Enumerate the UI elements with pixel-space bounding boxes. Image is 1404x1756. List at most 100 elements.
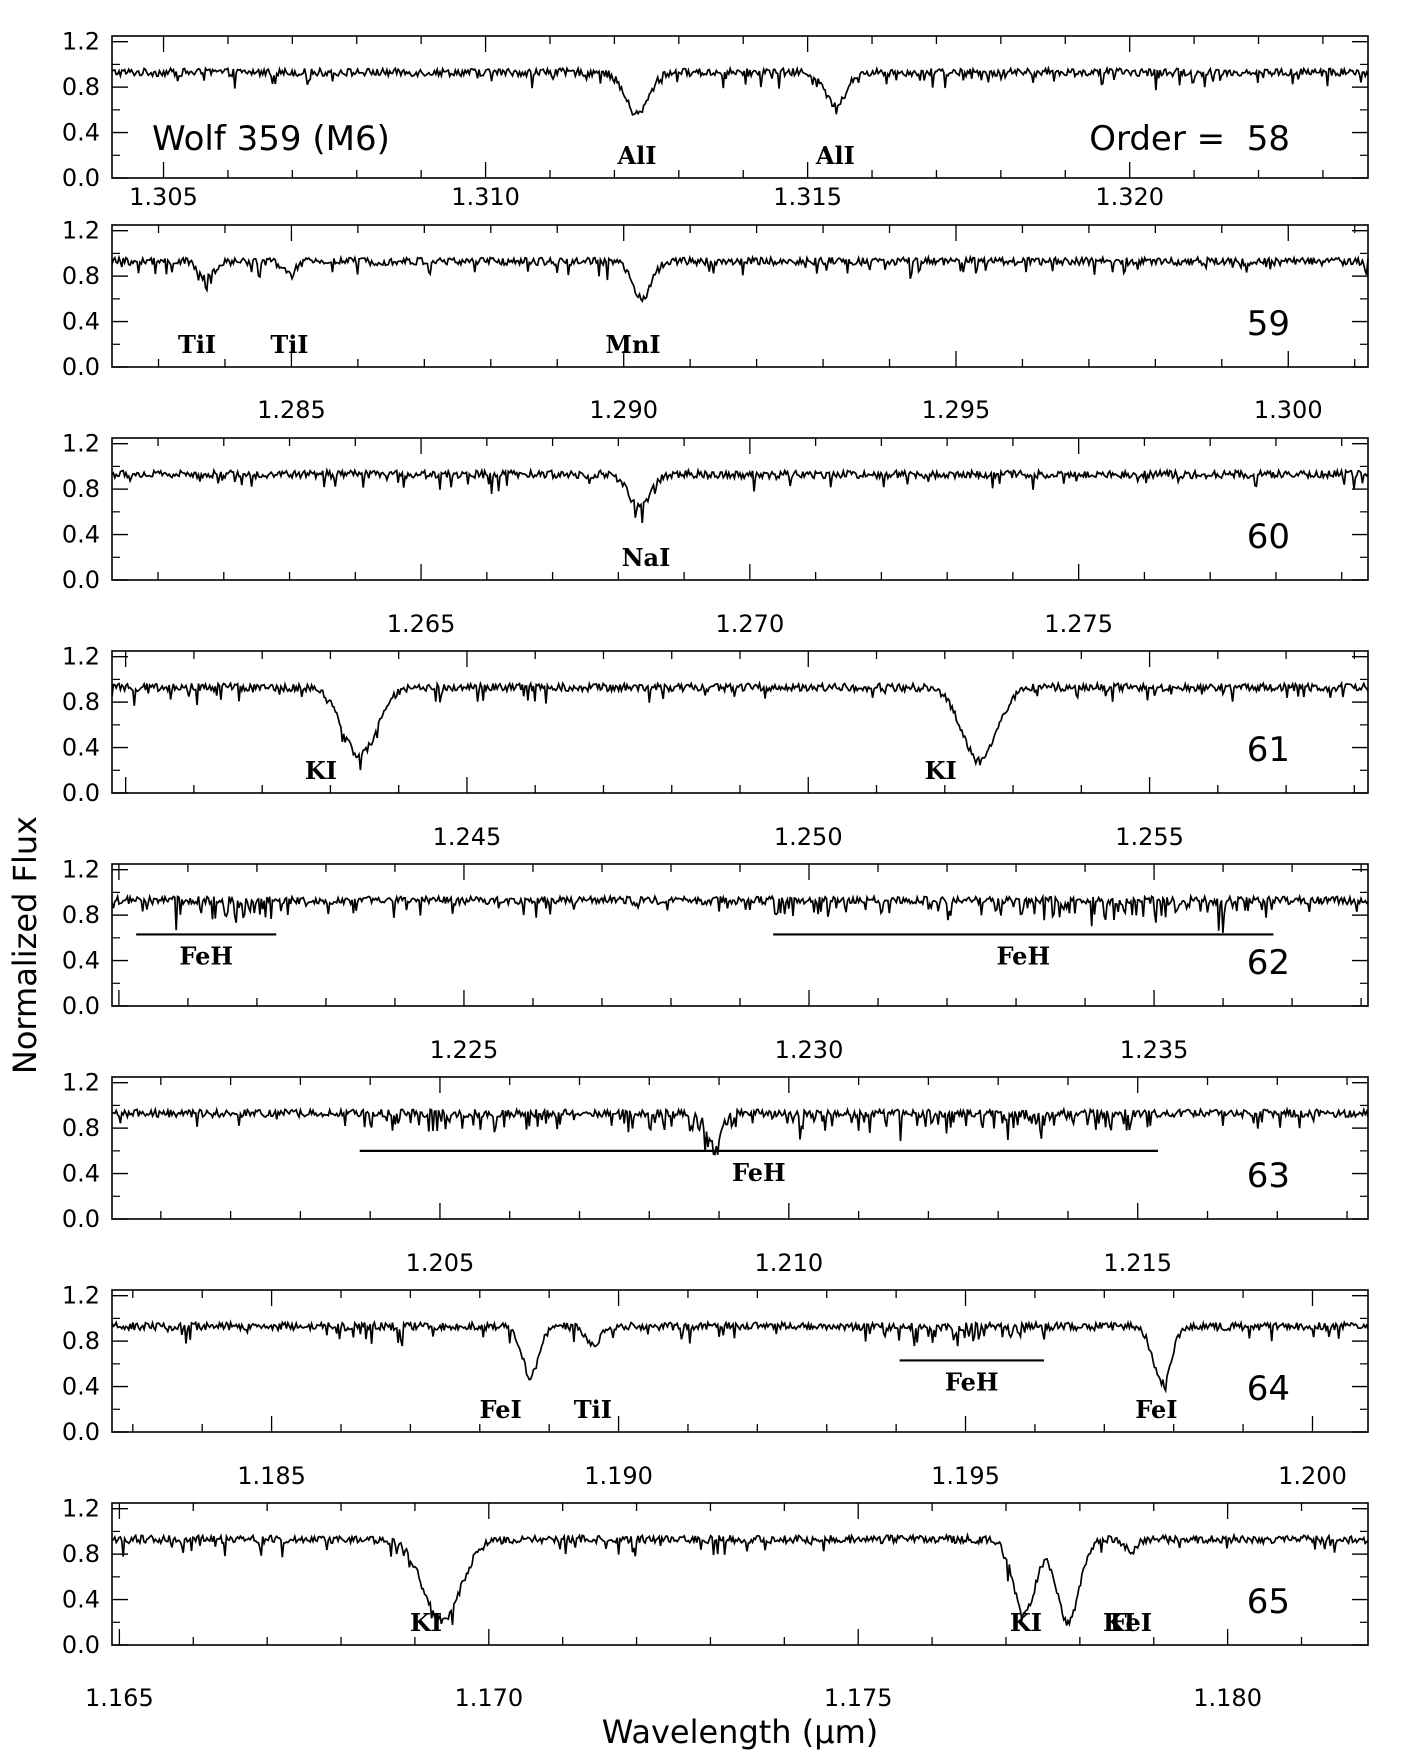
y-tick-label: 0.4 bbox=[62, 1373, 100, 1401]
panel-order-61: 0.0 0.4 0.8 1.2 1.245 1.250 1.255 KI KI 61 bbox=[62, 643, 1369, 851]
feature-label: TiI bbox=[270, 330, 308, 359]
spectrum-panels: 0.0 0.4 0.8 1.2 1.305 1.310 1.315 1.320 AlI AlI Or… bbox=[62, 28, 1369, 1712]
x-tick-label: 1.300 bbox=[1254, 396, 1323, 424]
y-tick-label: 0.4 bbox=[62, 521, 100, 549]
y-tick-label: 0.0 bbox=[62, 1205, 100, 1233]
order-number: 65 bbox=[1247, 1582, 1290, 1622]
feature-label: TiI bbox=[574, 1395, 612, 1424]
y-tick-label: 1.2 bbox=[62, 643, 100, 671]
y-tick-label: 0.0 bbox=[62, 1631, 100, 1659]
order-number: 64 bbox=[1247, 1369, 1290, 1409]
x-tick-label: 1.215 bbox=[1103, 1249, 1172, 1277]
y-tick-label: 0.4 bbox=[62, 947, 100, 975]
y-tick-label: 0.8 bbox=[62, 262, 100, 290]
order-number: 61 bbox=[1247, 730, 1290, 770]
panel-order-60: 0.0 0.4 0.8 1.2 1.265 1.270 1.275 NaI 60 bbox=[62, 430, 1369, 638]
y-tick-label: 0.8 bbox=[62, 688, 100, 716]
y-tick-label: 0.0 bbox=[62, 779, 100, 807]
x-tick-label: 1.210 bbox=[754, 1249, 823, 1277]
x-tick-label: 1.290 bbox=[589, 396, 658, 424]
feature-label: KI bbox=[305, 756, 337, 785]
panel-frame bbox=[111, 35, 1369, 179]
star-label: Wolf 359 (M6) bbox=[152, 119, 390, 159]
panel-frame bbox=[111, 1076, 1369, 1220]
y-tick-label: 1.2 bbox=[62, 1069, 100, 1097]
panel-frame bbox=[111, 437, 1369, 581]
x-tick-label: 1.225 bbox=[430, 1036, 499, 1064]
y-tick-label: 1.2 bbox=[62, 856, 100, 884]
y-tick-label: 0.8 bbox=[62, 475, 100, 503]
y-tick-label: 1.2 bbox=[62, 430, 100, 458]
panel-order-62: 0.0 0.4 0.8 1.2 1.225 1.230 1.235 FeH FeH 62 bbox=[62, 856, 1369, 1064]
y-tick-label: 1.2 bbox=[62, 28, 100, 56]
feature-label: FeI bbox=[1135, 1395, 1177, 1424]
spectrum-line bbox=[111, 467, 1369, 523]
y-tick-label: 1.2 bbox=[62, 217, 100, 245]
spectrum-line bbox=[111, 893, 1369, 933]
spectrum-line bbox=[111, 254, 1369, 304]
y-tick-label: 0.4 bbox=[62, 734, 100, 762]
x-tick-label: 1.230 bbox=[775, 1036, 844, 1064]
y-axis-title: Normalized Flux bbox=[6, 816, 44, 1074]
order-number: 62 bbox=[1247, 943, 1290, 983]
x-tick-label: 1.200 bbox=[1278, 1462, 1347, 1490]
panel-order-59: 0.0 0.4 0.8 1.2 1.285 1.290 1.295 1.300 TiI TiI Mn… bbox=[62, 217, 1369, 424]
y-tick-label: 0.0 bbox=[62, 353, 100, 381]
feature-label: MnI bbox=[605, 330, 660, 359]
y-tick-label: 0.4 bbox=[62, 119, 100, 147]
band-label: FeH bbox=[732, 1158, 786, 1187]
x-tick-label: 1.170 bbox=[454, 1684, 523, 1712]
feature-label: TiI bbox=[178, 330, 216, 359]
x-tick-label: 1.310 bbox=[451, 183, 520, 211]
x-axis-title: Wavelength (μm) bbox=[602, 1713, 879, 1751]
feature-label: KI bbox=[925, 756, 957, 785]
x-tick-label: 1.190 bbox=[584, 1462, 653, 1490]
y-tick-label: 0.0 bbox=[62, 1418, 100, 1446]
x-tick-label: 1.295 bbox=[922, 396, 991, 424]
y-tick-label: 0.8 bbox=[62, 1114, 100, 1142]
feature-label: FeI bbox=[1110, 1608, 1152, 1637]
x-tick-label: 1.205 bbox=[406, 1249, 475, 1277]
y-tick-label: 0.8 bbox=[62, 1540, 100, 1568]
panel-frame bbox=[111, 224, 1369, 368]
x-tick-label: 1.195 bbox=[931, 1462, 1000, 1490]
x-tick-label: 1.175 bbox=[824, 1684, 893, 1712]
x-tick-label: 1.315 bbox=[773, 183, 842, 211]
feature-label: KI bbox=[410, 1608, 442, 1637]
order-number: 59 bbox=[1247, 304, 1290, 344]
x-tick-label: 1.185 bbox=[237, 1462, 306, 1490]
y-tick-label: 1.2 bbox=[62, 1282, 100, 1310]
panel-frame bbox=[111, 650, 1369, 794]
panel-frame bbox=[111, 1289, 1369, 1433]
panel-order-63: 0.0 0.4 0.8 1.2 1.205 1.210 1.215 FeH 63 bbox=[62, 1069, 1369, 1277]
panel-order-64: 0.0 0.4 0.8 1.2 1.185 1.190 1.195 1.200 FeI TiI Fe… bbox=[62, 1282, 1369, 1490]
spectrum-line bbox=[111, 680, 1369, 771]
feature-label: KI bbox=[1010, 1608, 1042, 1637]
y-tick-label: 0.0 bbox=[62, 566, 100, 594]
y-tick-label: 0.8 bbox=[62, 1327, 100, 1355]
band-label: FeH bbox=[996, 941, 1050, 970]
y-tick-label: 0.4 bbox=[62, 1160, 100, 1188]
y-tick-label: 0.0 bbox=[62, 164, 100, 192]
x-tick-label: 1.235 bbox=[1120, 1036, 1189, 1064]
spectrum-line bbox=[111, 1106, 1369, 1156]
band-label: FeH bbox=[179, 941, 233, 970]
x-tick-label: 1.245 bbox=[433, 823, 502, 851]
spectrum-line bbox=[111, 65, 1369, 116]
y-tick-label: 0.4 bbox=[62, 308, 100, 336]
y-tick-label: 0.4 bbox=[62, 1586, 100, 1614]
x-tick-label: 1.265 bbox=[387, 610, 456, 638]
order-number: 63 bbox=[1247, 1156, 1290, 1196]
x-tick-label: 1.305 bbox=[129, 183, 198, 211]
feature-label: FeI bbox=[479, 1395, 521, 1424]
y-tick-label: 0.8 bbox=[62, 901, 100, 929]
x-tick-label: 1.255 bbox=[1115, 823, 1184, 851]
feature-label: AlI bbox=[815, 141, 855, 170]
panel-frame bbox=[111, 1502, 1369, 1646]
feature-label: KI bbox=[1103, 1608, 1135, 1637]
panel-order-58: 0.0 0.4 0.8 1.2 1.305 1.310 1.315 1.320 AlI AlI Or… bbox=[62, 28, 1369, 211]
x-tick-label: 1.320 bbox=[1095, 183, 1164, 211]
spectrum-line bbox=[111, 1319, 1369, 1394]
